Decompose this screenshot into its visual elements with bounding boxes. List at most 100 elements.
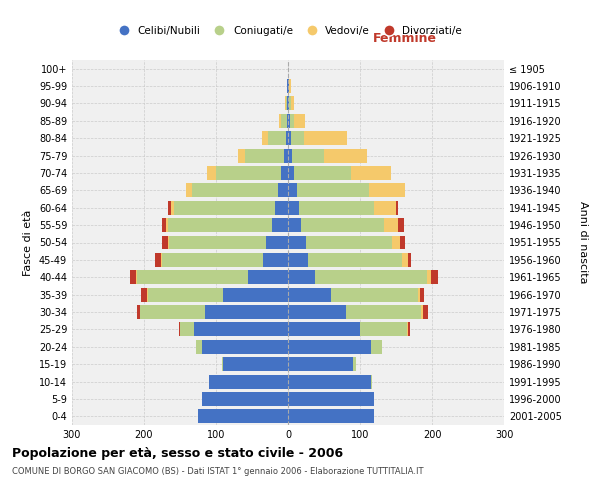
Bar: [402, 253, 407, 267]
Bar: [421, 305, 422, 319]
Bar: [161, 253, 162, 267]
Bar: [288, 340, 371, 353]
Bar: [422, 305, 428, 319]
Bar: [288, 357, 353, 371]
Bar: [289, 79, 291, 93]
Bar: [352, 166, 391, 180]
Bar: [155, 253, 161, 267]
Bar: [162, 253, 263, 267]
Bar: [278, 114, 281, 128]
Bar: [169, 236, 266, 250]
Bar: [272, 218, 288, 232]
Bar: [191, 184, 278, 198]
Bar: [136, 270, 137, 284]
Bar: [291, 96, 295, 110]
Bar: [248, 270, 288, 284]
Bar: [141, 288, 147, 302]
Bar: [324, 148, 367, 162]
Bar: [398, 218, 404, 232]
Bar: [288, 236, 306, 250]
Bar: [205, 305, 288, 319]
Bar: [346, 305, 421, 319]
Bar: [288, 410, 374, 424]
Bar: [286, 132, 288, 145]
Bar: [281, 166, 288, 180]
Bar: [371, 340, 382, 353]
Bar: [418, 288, 421, 302]
Bar: [299, 201, 374, 214]
Bar: [288, 305, 346, 319]
Bar: [316, 270, 427, 284]
Bar: [202, 392, 288, 406]
Bar: [427, 270, 431, 284]
Bar: [396, 201, 398, 214]
Bar: [308, 253, 402, 267]
Bar: [288, 132, 291, 145]
Bar: [331, 288, 418, 302]
Legend: Celibi/Nubili, Coniugati/e, Vedovi/e, Divorziati/e: Celibi/Nubili, Coniugati/e, Vedovi/e, Di…: [110, 22, 466, 40]
Bar: [286, 96, 287, 110]
Bar: [288, 148, 292, 162]
Bar: [296, 184, 368, 198]
Bar: [168, 236, 169, 250]
Bar: [168, 218, 272, 232]
Bar: [288, 114, 290, 128]
Bar: [431, 270, 438, 284]
Bar: [306, 236, 392, 250]
Bar: [137, 305, 140, 319]
Bar: [368, 184, 404, 198]
Bar: [170, 201, 174, 214]
Text: Femmine: Femmine: [373, 32, 437, 46]
Bar: [268, 132, 286, 145]
Text: Popolazione per età, sesso e stato civile - 2006: Popolazione per età, sesso e stato civil…: [12, 448, 343, 460]
Bar: [400, 236, 406, 250]
Bar: [194, 322, 288, 336]
Bar: [288, 96, 289, 110]
Bar: [174, 201, 275, 214]
Bar: [186, 184, 191, 198]
Bar: [384, 218, 398, 232]
Bar: [288, 392, 374, 406]
Bar: [238, 148, 245, 162]
Bar: [162, 236, 168, 250]
Bar: [290, 114, 294, 128]
Bar: [140, 305, 205, 319]
Bar: [179, 322, 180, 336]
Bar: [294, 114, 305, 128]
Bar: [223, 288, 288, 302]
Bar: [222, 357, 223, 371]
Bar: [294, 166, 352, 180]
Bar: [168, 201, 170, 214]
Bar: [407, 322, 410, 336]
Bar: [275, 201, 288, 214]
Bar: [245, 148, 284, 162]
Bar: [166, 218, 168, 232]
Bar: [288, 288, 331, 302]
Bar: [292, 148, 324, 162]
Bar: [288, 322, 360, 336]
Bar: [278, 184, 288, 198]
Bar: [360, 322, 407, 336]
Bar: [421, 288, 424, 302]
Bar: [216, 166, 281, 180]
Bar: [287, 96, 288, 110]
Bar: [284, 148, 288, 162]
Bar: [304, 132, 347, 145]
Bar: [288, 218, 301, 232]
Bar: [407, 253, 411, 267]
Bar: [288, 201, 299, 214]
Bar: [288, 184, 296, 198]
Bar: [392, 236, 400, 250]
Bar: [137, 270, 248, 284]
Bar: [198, 410, 288, 424]
Bar: [223, 357, 288, 371]
Bar: [162, 218, 166, 232]
Bar: [266, 236, 288, 250]
Bar: [130, 270, 136, 284]
Bar: [202, 340, 288, 353]
Bar: [289, 96, 291, 110]
Bar: [288, 166, 294, 180]
Bar: [285, 96, 286, 110]
Bar: [196, 340, 202, 353]
Bar: [291, 132, 304, 145]
